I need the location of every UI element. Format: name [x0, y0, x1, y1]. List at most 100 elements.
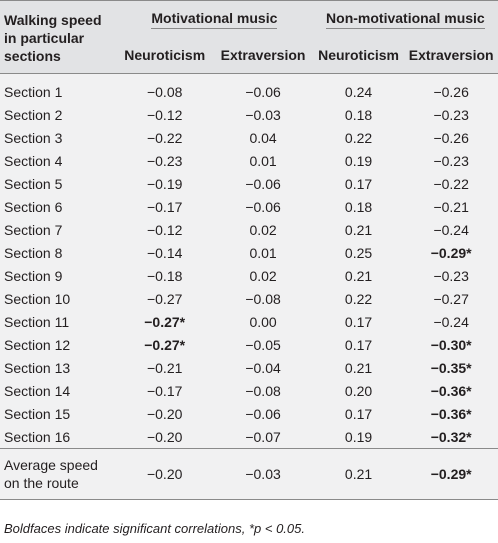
table-row: Section 2 −0.12 −0.03 0.18 −0.23 — [0, 103, 498, 126]
cell-extraversion-non-motivational: −0.29* — [404, 448, 498, 500]
cell-neuroticism-motivational: −0.17 — [146, 198, 183, 215]
table-footnote: Boldfaces indicate significant correlati… — [4, 521, 305, 536]
cell-extraversion-non-motivational: −0.21 — [433, 198, 469, 215]
table-row: Section 15 −0.20 −0.06 0.17 −0.36* — [0, 402, 498, 425]
row-label: Section 12 — [4, 336, 71, 353]
cell-extraversion-non-motivational: −0.26 — [433, 83, 469, 100]
table-row: Section 1 −0.08 −0.06 0.24 −0.26 — [0, 74, 498, 104]
cell-neuroticism-non-motivational: 0.20 — [344, 382, 373, 399]
cell-extraversion-non-motivational: −0.23 — [433, 106, 469, 123]
cell-extraversion-non-motivational: −0.23 — [433, 267, 469, 284]
cell-neuroticism-motivational: −0.17 — [146, 382, 183, 399]
cell-neuroticism-non-motivational: 0.17 — [344, 336, 373, 353]
table-row-average: Average speed on the route −0.20 −0.03 0… — [0, 448, 498, 500]
cell-extraversion-motivational: 0.02 — [249, 221, 277, 238]
table-row: Section 3 −0.22 0.04 0.22 −0.26 — [0, 126, 498, 149]
row-label: Section 1 — [4, 83, 63, 100]
row-label: Section 4 — [4, 152, 63, 169]
cell-extraversion-non-motivational: −0.29* — [430, 244, 472, 261]
cell-neuroticism-motivational: −0.12 — [146, 221, 183, 238]
cell-extraversion-non-motivational: −0.22 — [433, 175, 469, 192]
cell-extraversion-motivational: 0.02 — [249, 267, 277, 284]
row-label: Section 7 — [4, 221, 63, 238]
cell-neuroticism-non-motivational: 0.17 — [344, 405, 373, 422]
subheader-extraversion-motivational: Extraversion — [220, 47, 306, 63]
cell-neuroticism-non-motivational: 0.22 — [344, 290, 373, 307]
cell-neuroticism-motivational: −0.12 — [146, 106, 183, 123]
cell-neuroticism-motivational: −0.20 — [146, 405, 183, 422]
cell-neuroticism-motivational: −0.21 — [146, 359, 183, 376]
cell-extraversion-motivational: −0.08 — [245, 382, 281, 399]
cell-extraversion-non-motivational: −0.24 — [433, 221, 469, 238]
row-label: Section 5 — [4, 175, 63, 192]
row-label: Section 2 — [4, 106, 63, 123]
correlation-table: Walking speed in particular sections Mot… — [0, 0, 498, 500]
cell-neuroticism-non-motivational: 0.21 — [344, 267, 373, 284]
cell-neuroticism-motivational: −0.20 — [146, 428, 183, 445]
cell-neuroticism-motivational: −0.27* — [144, 313, 186, 330]
cell-neuroticism-non-motivational: 0.18 — [344, 106, 373, 123]
cell-extraversion-motivational: −0.04 — [245, 359, 281, 376]
cell-extraversion-non-motivational: −0.24 — [433, 313, 469, 330]
row-header-label: Walking speed in particular sections — [4, 12, 102, 64]
group-header-non-motivational: Non-motivational music — [313, 1, 498, 38]
cell-extraversion-non-motivational: −0.27 — [433, 290, 469, 307]
cell-neuroticism-non-motivational: 0.25 — [344, 244, 373, 261]
cell-extraversion-motivational: −0.08 — [245, 290, 281, 307]
cell-neuroticism-motivational: −0.20 — [116, 448, 214, 500]
row-label: Section 15 — [4, 405, 71, 422]
cell-extraversion-non-motivational: −0.30* — [430, 336, 472, 353]
cell-neuroticism-non-motivational: 0.19 — [344, 428, 373, 445]
cell-neuroticism-motivational: −0.19 — [146, 175, 183, 192]
cell-extraversion-non-motivational: −0.26 — [433, 129, 469, 146]
table-row: Section 13 −0.21 −0.04 0.21 −0.35* — [0, 356, 498, 379]
table-row: Section 16 −0.20 −0.07 0.19 −0.32* — [0, 425, 498, 449]
cell-neuroticism-non-motivational: 0.21 — [344, 359, 373, 376]
subheader-neuroticism-non-motivational: Neuroticism — [318, 47, 399, 63]
subheader-extraversion-non-motivational: Extraversion — [408, 47, 494, 63]
subheader-neuroticism-motivational: Neuroticism — [124, 47, 206, 63]
cell-extraversion-non-motivational: −0.36* — [430, 405, 472, 422]
cell-neuroticism-non-motivational: 0.21 — [344, 221, 373, 238]
group-header-motivational: Motivational music — [116, 1, 313, 38]
row-label: Section 9 — [4, 267, 63, 284]
table-row: Section 10 −0.27 −0.08 0.22 −0.27 — [0, 287, 498, 310]
table-row: Section 4 −0.23 0.01 0.19 −0.23 — [0, 149, 498, 172]
cell-neuroticism-motivational: −0.27 — [146, 290, 183, 307]
cell-neuroticism-motivational: −0.23 — [146, 152, 183, 169]
cell-extraversion-motivational: −0.06 — [245, 405, 281, 422]
row-label: Average speed on the route — [0, 448, 117, 500]
row-label: Section 13 — [4, 359, 71, 376]
cell-extraversion-non-motivational: −0.36* — [430, 382, 472, 399]
row-label: Section 11 — [4, 313, 70, 330]
table-body: Section 1 −0.08 −0.06 0.24 −0.26 Section 2 −0.… — [0, 73, 498, 449]
table-row: Section 11 −0.27* 0.00 0.17 −0.24 — [0, 310, 498, 333]
cell-neuroticism-motivational: −0.18 — [146, 267, 183, 284]
table-row: Section 12 −0.27* −0.05 0.17 −0.30* — [0, 333, 498, 356]
table-row: Section 14 −0.17 −0.08 0.20 −0.36* — [0, 379, 498, 402]
cell-extraversion-motivational: −0.05 — [245, 336, 281, 353]
cell-neuroticism-non-motivational: 0.17 — [344, 175, 373, 192]
cell-extraversion-motivational: −0.03 — [245, 106, 281, 123]
cell-extraversion-motivational: −0.06 — [245, 198, 281, 215]
row-label: Section 6 — [4, 198, 63, 215]
cell-extraversion-non-motivational: −0.35* — [430, 359, 472, 376]
cell-neuroticism-non-motivational: 0.17 — [344, 313, 373, 330]
row-label: Section 14 — [4, 382, 71, 399]
cell-extraversion-motivational: −0.06 — [245, 83, 281, 100]
row-label: Section 8 — [4, 244, 63, 261]
table-row: Section 8 −0.14 0.01 0.25 −0.29* — [0, 241, 498, 264]
cell-extraversion-non-motivational: −0.32* — [430, 428, 472, 445]
cell-neuroticism-motivational: −0.22 — [146, 129, 183, 146]
cell-extraversion-motivational: 0.01 — [249, 244, 277, 261]
cell-neuroticism-motivational: −0.27* — [144, 336, 186, 353]
cell-extraversion-motivational: 0.04 — [249, 129, 277, 146]
row-label: Section 3 — [4, 129, 63, 146]
table-row: Section 6 −0.17 −0.06 0.18 −0.21 — [0, 195, 498, 218]
cell-neuroticism-non-motivational: 0.18 — [344, 198, 373, 215]
row-label: Section 10 — [4, 290, 71, 307]
cell-extraversion-motivational: −0.06 — [245, 175, 281, 192]
cell-extraversion-motivational: 0.00 — [249, 313, 277, 330]
cell-extraversion-non-motivational: −0.23 — [433, 152, 469, 169]
cell-neuroticism-non-motivational: 0.22 — [344, 129, 373, 146]
